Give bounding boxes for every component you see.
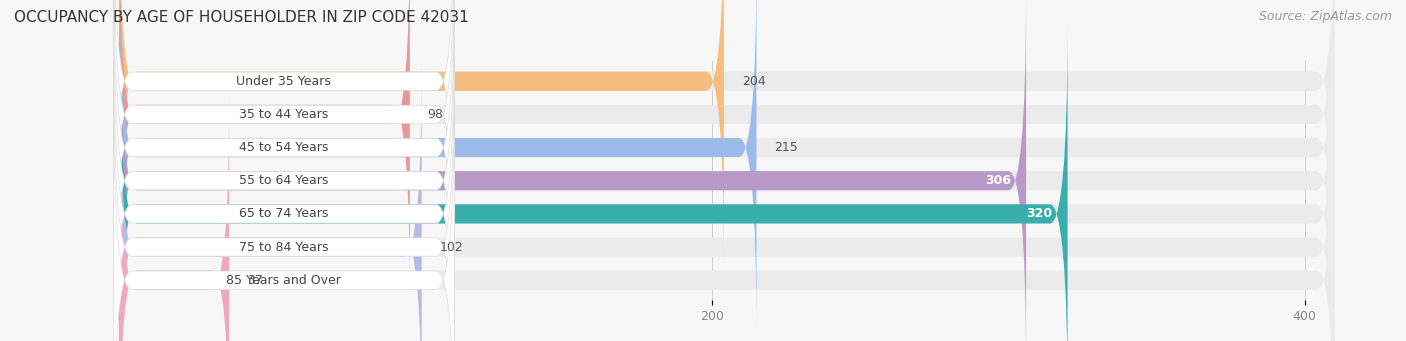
FancyBboxPatch shape (114, 0, 454, 304)
FancyBboxPatch shape (120, 0, 1334, 304)
Text: 85 Years and Over: 85 Years and Over (226, 274, 342, 287)
FancyBboxPatch shape (114, 24, 454, 341)
FancyBboxPatch shape (120, 0, 1334, 337)
Text: 37: 37 (247, 274, 263, 287)
Text: OCCUPANCY BY AGE OF HOUSEHOLDER IN ZIP CODE 42031: OCCUPANCY BY AGE OF HOUSEHOLDER IN ZIP C… (14, 10, 468, 25)
FancyBboxPatch shape (120, 0, 1334, 270)
FancyBboxPatch shape (120, 0, 1026, 341)
Text: 204: 204 (742, 75, 765, 88)
FancyBboxPatch shape (120, 25, 1334, 341)
FancyBboxPatch shape (120, 58, 1334, 341)
Text: 65 to 74 Years: 65 to 74 Years (239, 207, 329, 220)
Text: Source: ZipAtlas.com: Source: ZipAtlas.com (1258, 10, 1392, 23)
Text: 55 to 64 Years: 55 to 64 Years (239, 174, 329, 187)
Text: 45 to 54 Years: 45 to 54 Years (239, 141, 329, 154)
Text: 306: 306 (986, 174, 1011, 187)
FancyBboxPatch shape (120, 0, 756, 337)
Text: 98: 98 (427, 108, 443, 121)
FancyBboxPatch shape (114, 0, 454, 341)
FancyBboxPatch shape (120, 0, 411, 304)
Text: 320: 320 (1026, 207, 1053, 220)
FancyBboxPatch shape (114, 0, 454, 271)
FancyBboxPatch shape (120, 58, 422, 341)
FancyBboxPatch shape (120, 91, 1334, 341)
Text: 102: 102 (440, 240, 463, 254)
FancyBboxPatch shape (114, 90, 454, 341)
FancyBboxPatch shape (120, 25, 1067, 341)
FancyBboxPatch shape (114, 0, 454, 337)
Text: 75 to 84 Years: 75 to 84 Years (239, 240, 329, 254)
Text: 215: 215 (775, 141, 799, 154)
Text: 35 to 44 Years: 35 to 44 Years (239, 108, 329, 121)
FancyBboxPatch shape (120, 91, 229, 341)
FancyBboxPatch shape (120, 0, 1334, 341)
FancyBboxPatch shape (120, 0, 724, 270)
Text: Under 35 Years: Under 35 Years (236, 75, 332, 88)
FancyBboxPatch shape (114, 57, 454, 341)
